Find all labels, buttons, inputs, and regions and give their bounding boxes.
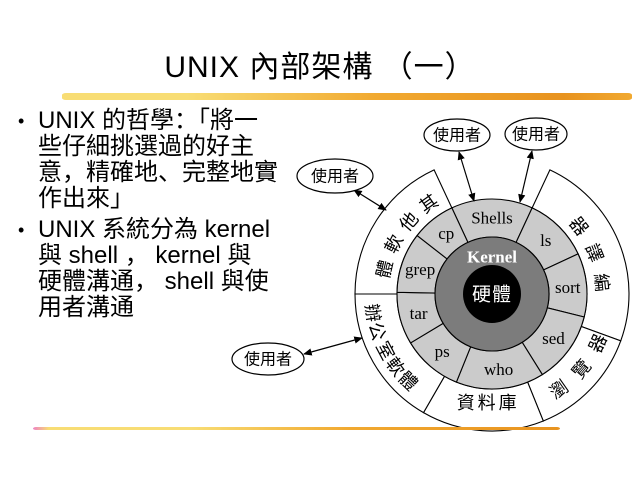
- bullet-item: • UNIX 系統分為 kernel 與 shell ， kernel 與 硬體…: [18, 217, 333, 321]
- command-ring-segment: [515, 207, 579, 271]
- kernel-ring: [434, 236, 550, 352]
- user-arrow: [353, 189, 387, 211]
- command-ring-segment: [451, 198, 533, 244]
- outer-ring-segment: [354, 293, 446, 414]
- kernel-label: Kernel: [467, 248, 517, 267]
- command-ring-segment: [396, 291, 444, 344]
- outer-segment-label-char: 軟: [382, 354, 409, 380]
- outer-segment-label-char: 覽: [568, 356, 595, 383]
- user-ellipse: [231, 342, 305, 376]
- bullet-line: 與 shell ， kernel 與: [38, 242, 252, 269]
- command-ring-segment: [409, 322, 472, 383]
- bullet-item: • UNIX 的哲學：「將一 些仔細挑選過的好主 意，精確地、完整地實 作出來」: [18, 108, 333, 212]
- outer-segment-label-char: 辦: [361, 302, 384, 323]
- user-ellipse: [423, 118, 491, 152]
- command-segment-label: sort: [555, 278, 581, 297]
- outer-segment-label-char: 編: [591, 273, 613, 293]
- outer-segment-label-char: 譯: [581, 241, 606, 265]
- user-arrow: [303, 336, 363, 356]
- outer-segment-label-char: 體: [395, 368, 422, 395]
- outer-ring-segment: [422, 375, 545, 432]
- user-ellipse: [504, 117, 568, 151]
- bullet-line: 硬體溝通， shell 與使: [38, 268, 269, 295]
- bullet-text: UNIX 系統分為 kernel 與 shell ， kernel 與 硬體溝通…: [38, 217, 333, 321]
- bullet-list: • UNIX 的哲學：「將一 些仔細挑選過的好主 意，精確地、完整地實 作出來」…: [18, 108, 333, 326]
- command-ring-segment: [396, 234, 448, 294]
- user-label: 使用者: [244, 351, 292, 369]
- outer-segment-label-char: 其: [416, 191, 442, 218]
- bullet-marker: •: [18, 111, 25, 131]
- user-label: 使用者: [433, 127, 481, 145]
- command-ring-segment: [521, 307, 585, 376]
- bullet-line: UNIX 的哲學：「將一: [38, 107, 259, 134]
- outer-segment-label-char: 體: [373, 258, 397, 280]
- outer-ring-segment: [354, 169, 453, 295]
- bullet-marker: •: [18, 220, 25, 240]
- bullet-line: UNIX 系統分為 kernel: [38, 216, 271, 243]
- outer-segment-label-char: 他: [396, 208, 423, 235]
- outer-segment-label-char: 室: [372, 338, 398, 363]
- hardware-label: 硬體: [472, 284, 512, 306]
- command-segment-label: ps: [435, 342, 450, 361]
- user-label: 使用者: [512, 126, 560, 144]
- command-segment-label: sed: [542, 329, 565, 348]
- outer-segment-label-char: 公: [365, 320, 390, 343]
- command-ring-segment: [416, 207, 469, 260]
- bullet-line: 作出來」: [38, 185, 134, 212]
- command-ring-segment: [455, 341, 544, 390]
- slide-title: UNIX 內部架構 （一）: [164, 51, 476, 84]
- command-segment-label: cp: [438, 224, 454, 243]
- title-underline-brush: [62, 93, 632, 100]
- bottom-divider-brush: [33, 427, 560, 430]
- command-segment-label: Shells: [471, 209, 513, 228]
- bullet-line: 用者溝通: [38, 294, 134, 321]
- outer-segment-label-char: 軟: [381, 232, 407, 257]
- outer-segment-label-char: 器: [585, 331, 611, 356]
- outer-segment-label-char: 器: [565, 213, 592, 239]
- command-segment-label: who: [484, 360, 513, 379]
- command-segment-label: tar: [410, 304, 428, 323]
- user-arrow: [457, 151, 476, 202]
- command-segment-label: ls: [540, 231, 551, 250]
- outer-ring-segment: [526, 325, 622, 422]
- bullet-line: 意，精確地、完整地實: [38, 159, 278, 186]
- command-ring-segment: [542, 253, 588, 318]
- command-segment-label: grep: [405, 260, 435, 279]
- user-arrow: [518, 150, 534, 203]
- outer-segment-label: 資料庫: [457, 393, 520, 413]
- outer-ring-segment: [531, 169, 630, 342]
- bullet-text: UNIX 的哲學：「將一 些仔細挑選過的好主 意，精確地、完整地實 作出來」: [38, 108, 333, 212]
- hardware-core: [463, 265, 521, 323]
- outer-segment-label-char: 瀏: [546, 376, 572, 403]
- bullet-line: 些仔細挑選過的好主: [38, 133, 254, 160]
